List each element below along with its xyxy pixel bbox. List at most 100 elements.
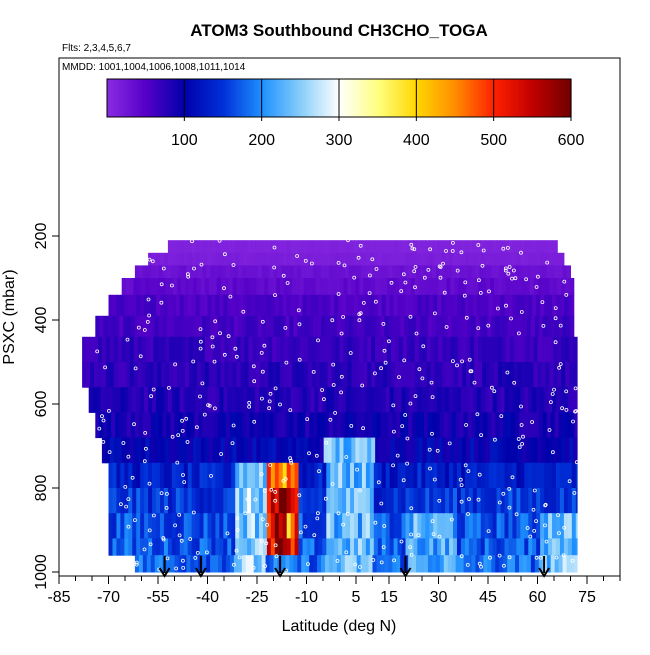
- heat-cell: [548, 538, 553, 556]
- heat-cell: [507, 315, 512, 338]
- sample-point: [147, 481, 152, 486]
- heat-cell: [410, 362, 416, 388]
- sample-point: [269, 487, 274, 492]
- heat-cell: [203, 252, 208, 266]
- colorbar-swatch: [423, 79, 426, 117]
- heat-cell: [314, 387, 319, 413]
- heat-cell: [348, 265, 354, 279]
- heat-cell: [262, 387, 268, 413]
- y-axis-label: PSXC (mbar): [1, 269, 18, 364]
- sample-point: [199, 262, 204, 267]
- sample-point: [430, 395, 435, 400]
- heat-cell: [274, 294, 280, 317]
- heat-cell: [381, 488, 387, 514]
- heat-cell: [311, 336, 317, 363]
- heat-cell: [245, 265, 251, 279]
- heat-cell: [458, 437, 463, 464]
- heat-cell: [351, 437, 356, 464]
- colorbar-swatch: [467, 79, 470, 117]
- sample-point: [259, 472, 264, 477]
- heat-cell: [216, 437, 222, 464]
- heat-cell: [450, 362, 455, 388]
- heat-cell: [464, 513, 470, 539]
- heat-cell: [519, 555, 524, 573]
- heat-cell: [500, 387, 505, 413]
- heat-cell: [227, 513, 232, 539]
- heat-cell: [170, 315, 175, 338]
- heat-cell: [157, 362, 162, 388]
- colorbar-swatch: [319, 79, 322, 117]
- heat-cell: [318, 240, 323, 254]
- heat-cell: [260, 362, 265, 388]
- heat-cell: [571, 294, 575, 317]
- heat-cell: [338, 462, 343, 489]
- heat-cell: [504, 513, 509, 539]
- colorbar-swatch: [203, 79, 206, 117]
- heat-cell: [376, 315, 381, 338]
- heat-cell: [546, 412, 552, 439]
- heat-cell: [480, 240, 486, 254]
- colorbar-swatch: [201, 79, 204, 117]
- heat-cell: [449, 462, 454, 489]
- colorbar-swatch: [189, 79, 192, 117]
- heat-cell: [148, 252, 153, 266]
- heat-cell: [241, 555, 247, 573]
- heat-cell: [359, 336, 364, 363]
- heat-cell: [273, 555, 278, 573]
- heat-cell: [140, 488, 145, 514]
- heat-cell: [142, 265, 148, 279]
- sample-point: [367, 273, 372, 278]
- sample-point: [352, 275, 357, 280]
- colorbar-swatch: [323, 79, 326, 117]
- heat-cell: [563, 538, 569, 556]
- heat-cell: [223, 538, 228, 556]
- heat-cell: [546, 555, 552, 573]
- heat-cell: [218, 315, 223, 338]
- heat-cell: [426, 437, 432, 464]
- heat-cell: [148, 387, 153, 413]
- heat-cell: [476, 294, 482, 317]
- sample-point: [501, 563, 506, 568]
- sample-point: [133, 366, 138, 371]
- heat-cell: [255, 538, 260, 556]
- colorbar-swatch: [247, 79, 250, 117]
- heat-cell: [145, 336, 150, 363]
- heat-cell: [249, 555, 255, 573]
- heat-cell: [334, 387, 339, 413]
- heat-cell: [293, 412, 298, 439]
- heat-cell: [351, 362, 356, 388]
- heat-cell: [171, 294, 177, 317]
- heat-cell: [398, 362, 404, 388]
- heat-cell: [101, 437, 107, 464]
- sample-point: [218, 331, 222, 336]
- heat-cell: [202, 315, 207, 338]
- heat-cell: [183, 240, 189, 254]
- heat-cell: [311, 278, 317, 296]
- heat-cell: [496, 252, 502, 266]
- heat-cell: [214, 265, 219, 279]
- heat-cell: [413, 294, 418, 317]
- heat-cell: [243, 513, 248, 539]
- heat-cell: [398, 437, 404, 464]
- heat-cell: [276, 336, 281, 363]
- sample-point: [497, 553, 502, 558]
- sample-point: [151, 387, 156, 392]
- heat-cell: [363, 362, 368, 388]
- sample-point: [298, 530, 303, 535]
- heat-cell: [130, 315, 136, 338]
- heat-cell: [136, 513, 141, 539]
- sample-point: [510, 276, 514, 281]
- heat-cell: [540, 462, 545, 489]
- colorbar-swatch: [175, 79, 178, 117]
- heat-cell: [456, 462, 462, 489]
- colorbar-swatch: [187, 79, 190, 117]
- heat-cell: [163, 513, 169, 539]
- heat-cell: [285, 315, 290, 338]
- heat-cell: [322, 294, 327, 317]
- sample-point: [315, 516, 320, 521]
- heat-cell: [294, 387, 300, 413]
- heat-cell: [243, 462, 248, 489]
- heat-cell: [509, 362, 515, 388]
- heat-cell: [555, 488, 561, 514]
- heat-cell: [235, 538, 240, 556]
